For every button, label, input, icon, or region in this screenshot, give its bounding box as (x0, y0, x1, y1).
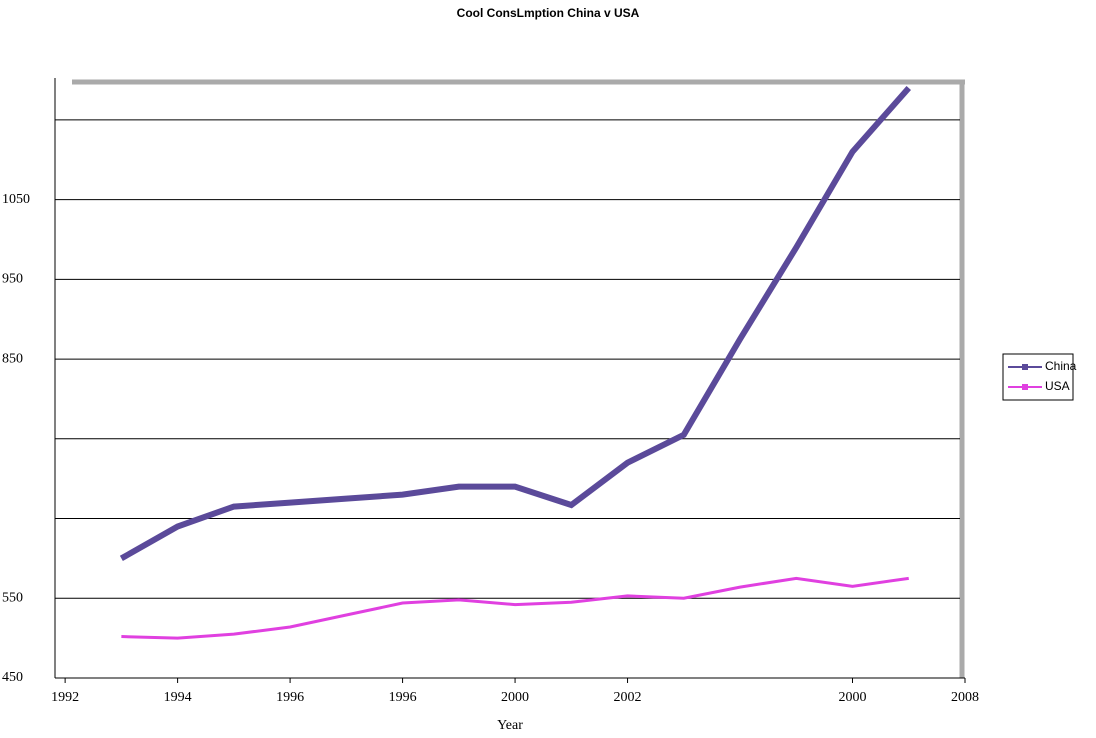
x-tick-label: 1996 (389, 690, 417, 705)
plot-area (55, 78, 965, 678)
x-tick-label: 1994 (164, 690, 192, 705)
chart-title: Cool ConsLmption China v USA (457, 6, 640, 20)
y-tick-label: 550 (2, 590, 23, 605)
legend-box (1002, 353, 1074, 401)
y-tick-label: 1050 (2, 192, 30, 207)
series-line (119, 85, 912, 562)
x-tick-label: 1996 (276, 690, 304, 705)
legend-marker (1022, 364, 1028, 370)
legend-label: China (1045, 359, 1077, 373)
legend-marker (1022, 384, 1028, 390)
legend: China USA (1002, 353, 1077, 401)
legend-label: USA (1045, 379, 1070, 393)
series-line (121, 576, 909, 640)
x-tick-label: 2000 (501, 690, 529, 705)
x-tick-label: 2000 (839, 690, 867, 705)
x-tick-label: 2002 (614, 690, 642, 705)
x-tick-label: 2008 (951, 690, 979, 705)
x-axis-label: Year (497, 718, 523, 733)
y-tick-label: 950 (2, 272, 23, 287)
y-tick-label: 850 (2, 351, 23, 366)
y-tick-label: 450 (2, 670, 23, 685)
x-tick-label: 1992 (51, 690, 79, 705)
